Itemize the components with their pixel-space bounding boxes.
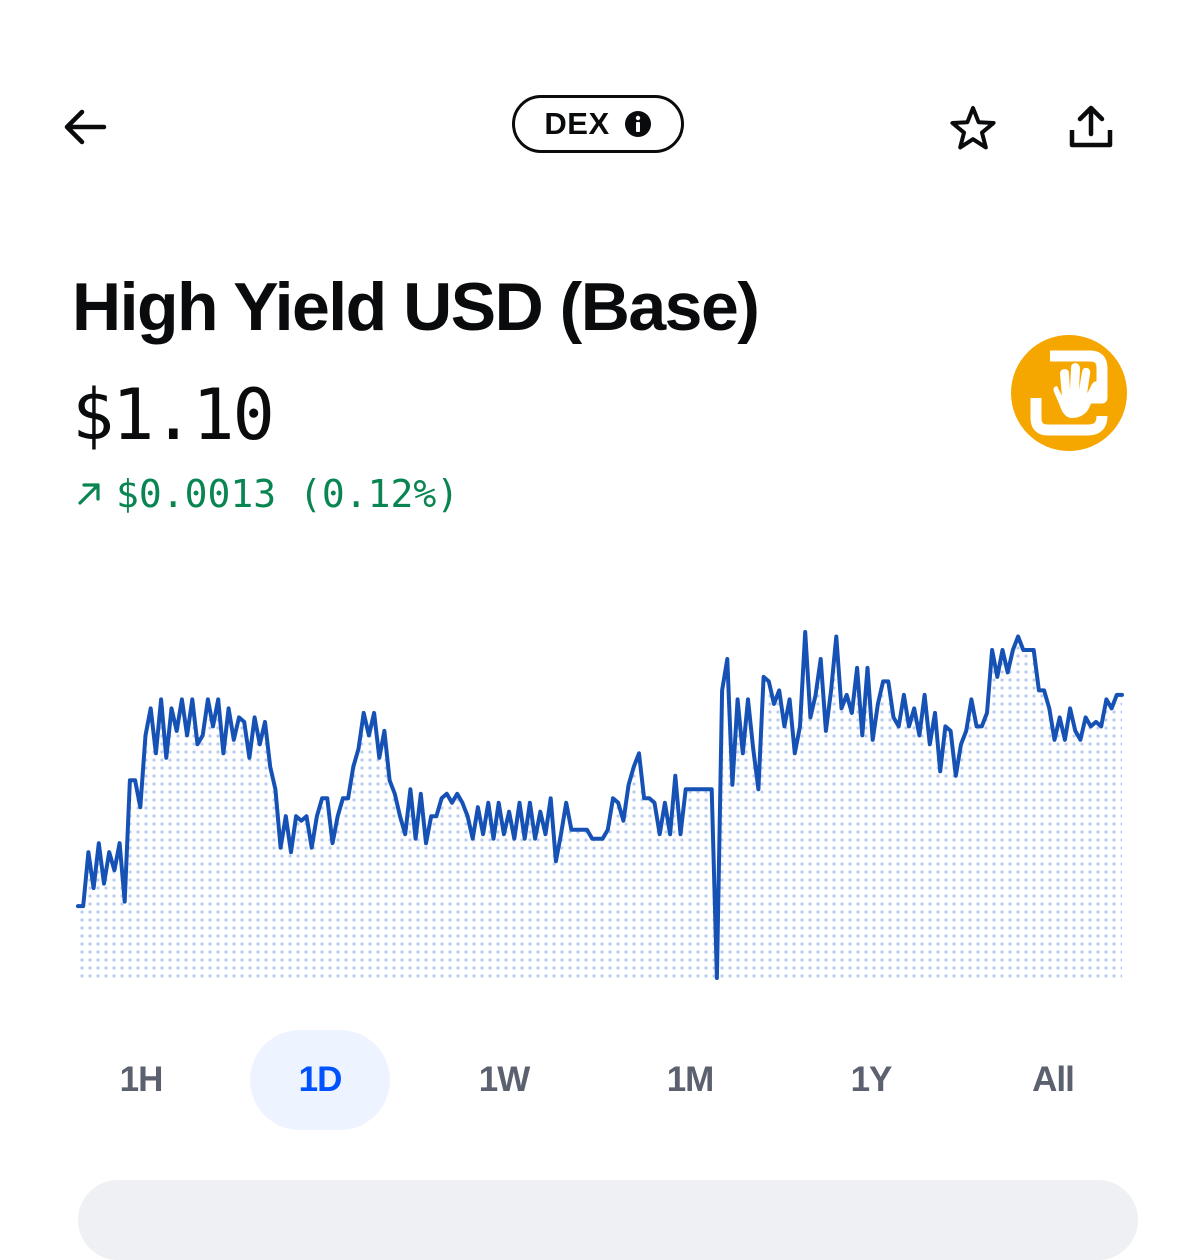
bottom-card <box>78 1180 1138 1260</box>
tab-all[interactable]: All <box>1032 1060 1075 1099</box>
dex-badge-label: DEX <box>544 106 610 141</box>
dex-badge[interactable]: DEX <box>512 95 684 153</box>
price-change: $0.0013 (0.12%) <box>72 472 459 516</box>
price-chart[interactable] <box>70 620 1130 990</box>
tab-1w[interactable]: 1W <box>478 1060 531 1099</box>
info-icon <box>624 111 651 137</box>
asset-price: $1.10 <box>72 374 275 456</box>
star-icon[interactable] <box>946 102 1000 156</box>
tab-1y[interactable]: 1Y <box>850 1060 893 1099</box>
tab-1d[interactable]: 1D <box>250 1030 390 1130</box>
arrow-up-right-icon <box>78 483 100 505</box>
chart-price-line <box>76 630 1124 980</box>
arrow-left-icon[interactable] <box>58 100 112 154</box>
timeframe-tabs: 1H 1D 1W 1M 1Y All <box>50 1030 1150 1130</box>
chart-area-fill <box>78 632 1122 978</box>
share-icon[interactable] <box>1064 100 1118 154</box>
tab-1h[interactable]: 1H <box>119 1060 164 1099</box>
price-change-value: $0.0013 (0.12%) <box>116 472 460 516</box>
hand-token-logo-icon[interactable] <box>1010 334 1128 452</box>
asset-name: High Yield USD (Base) <box>72 269 760 345</box>
top-bar: DEX <box>0 0 1200 250</box>
tab-1m[interactable]: 1M <box>666 1060 715 1099</box>
